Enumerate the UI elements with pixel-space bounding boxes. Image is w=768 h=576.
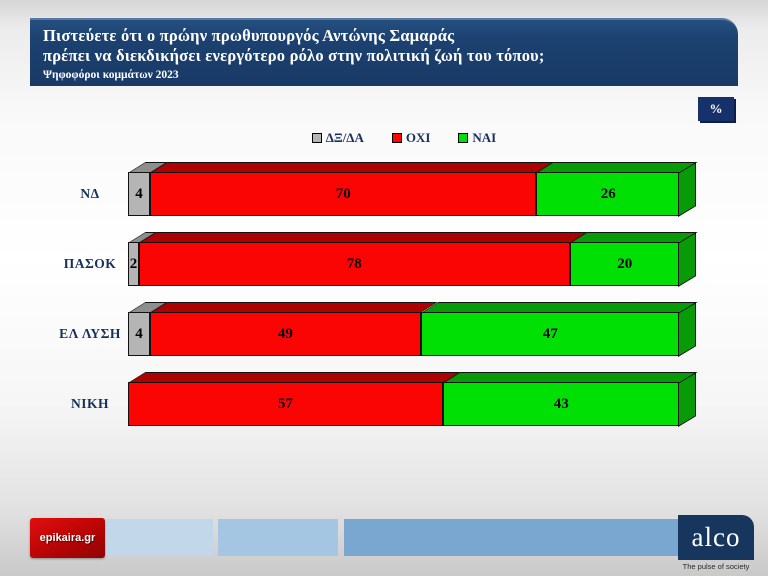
bar-segment-top-face — [442, 372, 698, 383]
category-label: ΕΛ ΛΥΣΗ — [59, 326, 121, 341]
stacked-bar: 4 49 47 — [128, 302, 698, 357]
question-line-2: πρέπει να διεκδικήσει ενεργότερο ρόλο στ… — [43, 46, 545, 66]
alco-logo: alco — [678, 515, 754, 560]
bar-segment-ΝΑΙ: 47 — [420, 302, 698, 357]
legend-label: ΝΑΙ — [472, 130, 497, 145]
alco-logo-label: alco — [691, 522, 741, 552]
legend: ΔΞ/ΔΑ ΟΧΙ ΝΑΙ — [128, 129, 680, 147]
bar-segment-ΟΧΙ: 70 — [150, 162, 555, 216]
question-subtitle: Ψηφοφόροι κομμάτων 2023 — [43, 68, 179, 81]
stacked-bar: 4 70 26 — [128, 162, 698, 217]
question-header: Πιστεύετε ότι ο πρώην πρωθυπουργός Αντών… — [30, 18, 738, 86]
legend-item-2: ΝΑΙ — [458, 130, 496, 146]
category-label: ΝΔ — [80, 186, 100, 201]
legend-swatch-icon — [311, 133, 322, 143]
bar-value-label: 47 — [542, 325, 558, 342]
bar-value-label: 57 — [277, 395, 293, 412]
bar-value-label: 4 — [135, 325, 143, 342]
bar-value-label: 4 — [135, 185, 143, 202]
bar-segment-ΔΞ/ΔΑ: 4 — [128, 302, 168, 356]
bar-segment-ΟΧΙ: 78 — [139, 232, 588, 286]
bar-segment-ΔΞ/ΔΑ: 4 — [128, 162, 168, 216]
bar-value-label: 2 — [129, 255, 138, 272]
bar-value-label: 26 — [600, 185, 616, 202]
legend-swatch-icon — [391, 133, 402, 143]
percent-unit-badge: % — [698, 97, 734, 121]
bar-segment-ΝΑΙ: 26 — [536, 162, 698, 217]
alco-tagline: The pulse of society — [682, 562, 750, 571]
bar-segment-top-face — [128, 372, 461, 383]
bar-value-label: 49 — [277, 325, 293, 342]
footer-strip-0 — [106, 519, 213, 556]
bar-segment-top-face — [150, 162, 555, 173]
bar-row-3: ΝΙΚΗ 57 43 — [0, 372, 768, 427]
legend-label: ΟΧΙ — [405, 130, 431, 145]
epikaira-logo-label: epikaira.gr — [39, 532, 96, 544]
stacked-bar: 57 43 — [128, 372, 698, 427]
legend-item-0: ΔΞ/ΔΑ — [311, 130, 364, 146]
bar-value-label: 43 — [553, 395, 569, 412]
question-line-1: Πιστεύετε ότι ο πρώην πρωθυπουργός Αντών… — [43, 26, 455, 45]
bar-segment-ΟΧΙ: 57 — [128, 372, 461, 426]
bar-value-label: 70 — [335, 185, 351, 202]
footer-strip-2 — [344, 519, 688, 556]
legend-swatch-icon — [458, 133, 469, 143]
bar-segment-right-face — [677, 372, 696, 427]
bar-segment-ΝΑΙ: 20 — [569, 232, 698, 287]
bar-segment-top-face — [139, 232, 588, 243]
legend-label: ΔΞ/ΔΑ — [325, 130, 364, 145]
category-label: ΠΑΣΟΚ — [63, 256, 117, 271]
bar-row-0: ΝΔ 4 70 26 — [0, 162, 768, 217]
bar-value-label: 78 — [346, 255, 362, 272]
bar-value-label: 20 — [617, 255, 633, 272]
footer-strip-1 — [218, 519, 338, 556]
legend-item-1: ΟΧΙ — [391, 130, 431, 146]
bar-segment-right-face — [677, 232, 696, 287]
stacked-bar: 2 78 20 — [128, 232, 698, 287]
bar-segment-top-face — [420, 302, 698, 313]
bar-segment-ΟΧΙ: 49 — [150, 302, 439, 356]
bar-segment-top-face — [150, 302, 439, 313]
bar-segment-right-face — [677, 302, 696, 357]
bar-row-2: ΕΛ ΛΥΣΗ 4 49 47 — [0, 302, 768, 357]
bar-segment-right-face — [677, 162, 696, 217]
bar-row-1: ΠΑΣΟΚ 2 78 20 — [0, 232, 768, 287]
bar-segment-top-face — [536, 162, 698, 173]
bar-segment-ΝΑΙ: 43 — [442, 372, 698, 427]
category-label: ΝΙΚΗ — [70, 396, 109, 411]
epikaira-logo: epikaira.gr — [30, 518, 105, 558]
bar-segment-ΔΞ/ΔΑ: 2 — [128, 232, 157, 286]
